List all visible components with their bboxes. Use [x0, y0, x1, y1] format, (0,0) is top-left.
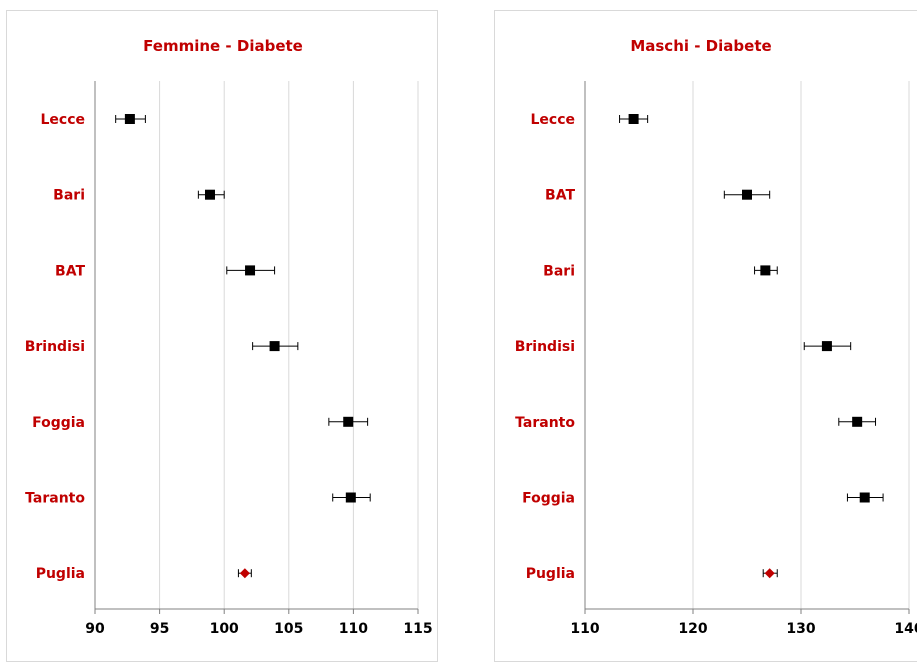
- chart-panel-femmine: Femmine - Diabete 90 95 100 105 110 115 Lecce Ba…: [6, 10, 438, 662]
- data-point: [245, 265, 256, 276]
- x-tick-label: 120: [678, 621, 707, 637]
- chart-title: Maschi - Diabete: [630, 37, 771, 55]
- chart-title: Femmine - Diabete: [143, 37, 303, 55]
- category-label: Taranto: [515, 415, 575, 431]
- category-label: Brindisi: [25, 339, 85, 355]
- category-label: Brindisi: [515, 339, 575, 355]
- data-point: [821, 341, 832, 352]
- data-point: [628, 114, 639, 124]
- data-point-diamond: [764, 568, 775, 579]
- data-point: [742, 189, 752, 200]
- category-label: Bari: [53, 188, 85, 204]
- category-label: Foggia: [32, 415, 85, 431]
- category-label: Bari: [543, 263, 575, 279]
- category-label: BAT: [545, 188, 575, 204]
- category-label: Puglia: [526, 566, 575, 582]
- data-point: [345, 492, 356, 503]
- x-tick-label: 105: [274, 621, 303, 637]
- category-label: Taranto: [25, 491, 85, 507]
- chart-svg: Maschi - Diabete 110 120 130 140 Lecce BAT Bari…: [515, 37, 917, 637]
- category-label: Lecce: [530, 112, 575, 128]
- x-tick-label: 95: [150, 621, 169, 637]
- data-point: [343, 416, 354, 427]
- data-point: [852, 416, 863, 427]
- data-point: [859, 492, 870, 503]
- x-tick-label: 130: [786, 621, 815, 637]
- chart-panel-maschi: Maschi - Diabete 110 120 130 140 Lecce BAT Bari…: [494, 10, 917, 662]
- data-point: [204, 189, 215, 200]
- data-point: [269, 341, 280, 352]
- data-point: [760, 265, 771, 276]
- category-label: Lecce: [40, 112, 85, 128]
- data-point-diamond: [239, 568, 250, 579]
- x-tick-label: 115: [403, 621, 432, 637]
- x-tick-label: 100: [210, 621, 239, 637]
- x-tick-label: 110: [339, 621, 368, 637]
- category-label: BAT: [55, 263, 85, 279]
- x-tick-label: 140: [894, 621, 917, 637]
- chart-svg: Femmine - Diabete 90 95 100 105 110 115 Lecce Ba…: [25, 37, 433, 637]
- x-tick-label: 90: [85, 621, 105, 637]
- category-label: Foggia: [522, 491, 575, 507]
- x-tick-label: 110: [570, 621, 599, 637]
- category-label: Puglia: [36, 566, 85, 582]
- data-point: [124, 114, 135, 124]
